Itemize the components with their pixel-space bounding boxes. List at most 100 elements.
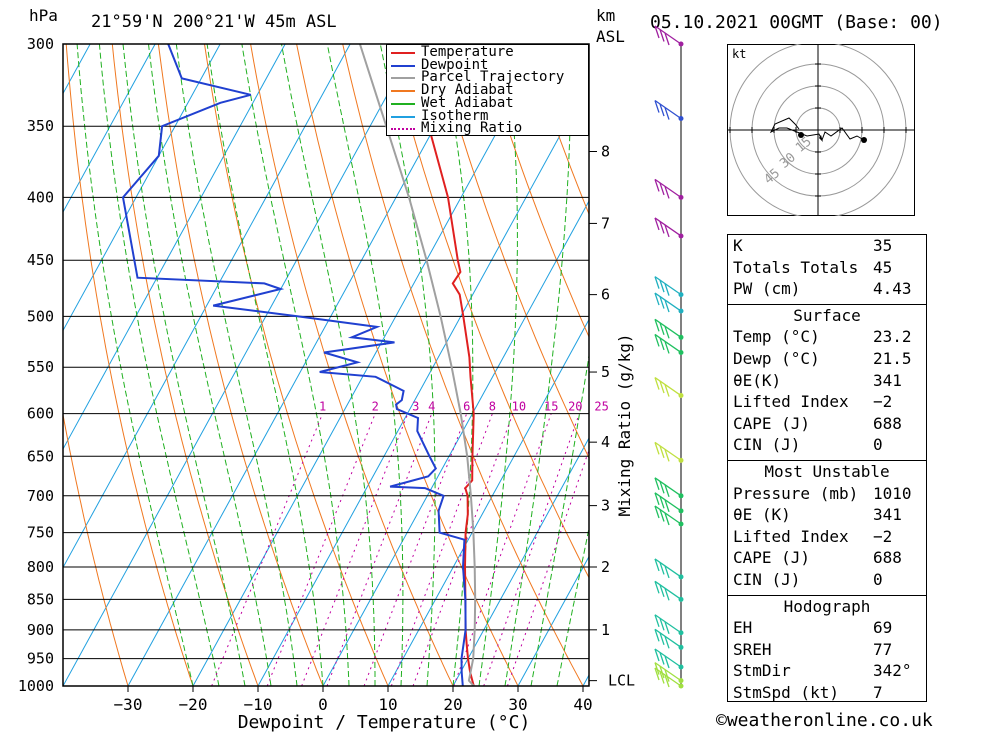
index-value: 45 bbox=[873, 257, 893, 277]
index-key: PW (cm) bbox=[733, 279, 801, 299]
wet-adiabat-line bbox=[241, 44, 350, 686]
index-key: SREH bbox=[733, 639, 772, 659]
dry-adiabat-line bbox=[111, 44, 259, 686]
index-value: 0 bbox=[873, 435, 883, 455]
wind-barb bbox=[654, 441, 682, 462]
wind-barb-feather bbox=[659, 337, 665, 351]
wind-barb-feather bbox=[664, 499, 670, 513]
index-row: PW (cm) 4.43 bbox=[728, 279, 926, 300]
pressure-tick-label: 350 bbox=[27, 117, 54, 135]
x-tick-label: 40 bbox=[573, 695, 592, 714]
wind-barb-feather bbox=[659, 380, 665, 394]
index-value: 35 bbox=[873, 236, 893, 255]
wind-barb bbox=[654, 376, 682, 397]
index-row: Lifted Index −2 bbox=[728, 392, 926, 413]
isotherm-line bbox=[63, 44, 416, 686]
wind-barb-feather bbox=[659, 562, 665, 575]
index-key: Dewp (°C) bbox=[733, 349, 820, 368]
pressure-tick-label: 600 bbox=[27, 405, 54, 423]
pressure-tick-label: 900 bbox=[27, 621, 54, 639]
legend-item: Mixing Ratio bbox=[391, 120, 589, 137]
index-row: CAPE (J) 688 bbox=[728, 548, 926, 569]
wind-barb-feather bbox=[654, 667, 660, 681]
mixing-ratio-line bbox=[483, 413, 580, 686]
wet-adiabat-line bbox=[504, 44, 572, 686]
height-unit-asl-label: ASL bbox=[596, 27, 625, 46]
parcel-trajectory-profile bbox=[358, 44, 477, 686]
index-key: Totals Totals bbox=[733, 257, 859, 277]
wind-barb-feather bbox=[664, 341, 670, 354]
index-key: K bbox=[733, 236, 743, 255]
hodograph-point bbox=[798, 132, 804, 138]
index-separator bbox=[728, 460, 926, 461]
legend-swatch bbox=[391, 128, 415, 131]
wind-barb bbox=[654, 667, 682, 688]
location-label: 21°59'N 200°21'W 45m ASL bbox=[91, 12, 337, 32]
legend-label: Wet Adiabat bbox=[421, 94, 514, 111]
wind-barb bbox=[654, 292, 682, 313]
wind-barb-feather bbox=[654, 179, 660, 192]
indices-panel: K 35 Totals Totals 45 PW (cm) 4.43 Surface Temp… bbox=[727, 234, 927, 702]
index-value: 688 bbox=[873, 548, 902, 568]
wind-barb-feather bbox=[654, 442, 660, 455]
index-row: Totals Totals 45 bbox=[728, 258, 926, 279]
wind-barb-feather bbox=[654, 100, 660, 113]
wind-barb-staff bbox=[654, 376, 682, 397]
x-tick-label: 20 bbox=[443, 695, 462, 714]
x-tick-label: −20 bbox=[179, 695, 208, 714]
km-tick-label: 7 bbox=[601, 214, 610, 232]
mixing-ratio-line bbox=[266, 413, 376, 686]
mixing-ratio-line bbox=[326, 413, 433, 686]
pressure-tick-label: 500 bbox=[27, 307, 54, 325]
legend-item: Dewpoint bbox=[391, 58, 589, 72]
legend-label: Mixing Ratio bbox=[421, 120, 523, 137]
index-value: 1010 bbox=[873, 483, 912, 503]
pressure-tick-label: 650 bbox=[27, 447, 54, 465]
pressure-tick-label: 400 bbox=[27, 188, 54, 206]
wind-barb-staff bbox=[654, 441, 682, 461]
index-row: K 35 bbox=[728, 236, 926, 257]
pressure-tick-label: 1000 bbox=[18, 677, 54, 695]
legend-label: Dry Adiabat bbox=[421, 82, 514, 99]
dry-adiabat-line bbox=[250, 44, 454, 686]
wind-barb-feather bbox=[664, 186, 670, 199]
index-row: θE (K) 341 bbox=[728, 505, 926, 526]
km-tick-label: LCL bbox=[608, 672, 635, 690]
index-separator bbox=[728, 594, 926, 596]
wind-barb-feather bbox=[664, 484, 670, 498]
wind-barb-feather bbox=[664, 107, 670, 120]
wind-barb-staff bbox=[654, 667, 682, 687]
index-value: 7 bbox=[873, 683, 883, 702]
index-key: CIN (J) bbox=[733, 570, 801, 589]
wind-barb-staff bbox=[654, 558, 682, 578]
x-tick-label: 30 bbox=[508, 695, 527, 714]
wind-barb-feather bbox=[659, 632, 665, 646]
mixing-ratio-label: 8 bbox=[489, 400, 496, 414]
x-tick-label: 0 bbox=[318, 695, 328, 714]
legend-swatch bbox=[391, 64, 415, 67]
isotherm-line bbox=[0, 44, 25, 686]
isotherm-line bbox=[517, 555, 589, 686]
wind-barb bbox=[654, 318, 682, 339]
index-key: θE(K) bbox=[733, 370, 782, 390]
wind-barb-feather bbox=[659, 103, 665, 117]
wind-barb-feather bbox=[659, 279, 665, 293]
legend-swatch bbox=[391, 52, 415, 54]
wind-barb-staff bbox=[654, 318, 682, 338]
hodograph-point bbox=[861, 137, 867, 143]
dry-adiabat-line bbox=[480, 44, 589, 339]
wind-barb-feather bbox=[664, 674, 670, 688]
mixing-ratio-label: 6 bbox=[463, 400, 470, 414]
wind-barb-feather bbox=[654, 505, 660, 519]
index-value: 23.2 bbox=[873, 327, 912, 347]
x-tick-label: −30 bbox=[114, 695, 143, 714]
wind-barb-staff bbox=[654, 25, 682, 45]
index-key: Pressure (mb) bbox=[733, 483, 859, 503]
dry-adiabat-line bbox=[988, 44, 1000, 686]
index-key: StmSpd (kt) bbox=[733, 683, 839, 702]
index-section-title: Hodograph bbox=[783, 596, 871, 616]
wet-adiabat-line bbox=[122, 44, 246, 686]
mixing-ratio-line bbox=[390, 413, 493, 686]
height-unit-label: km bbox=[596, 6, 616, 25]
wind-barb-feather bbox=[664, 636, 670, 649]
